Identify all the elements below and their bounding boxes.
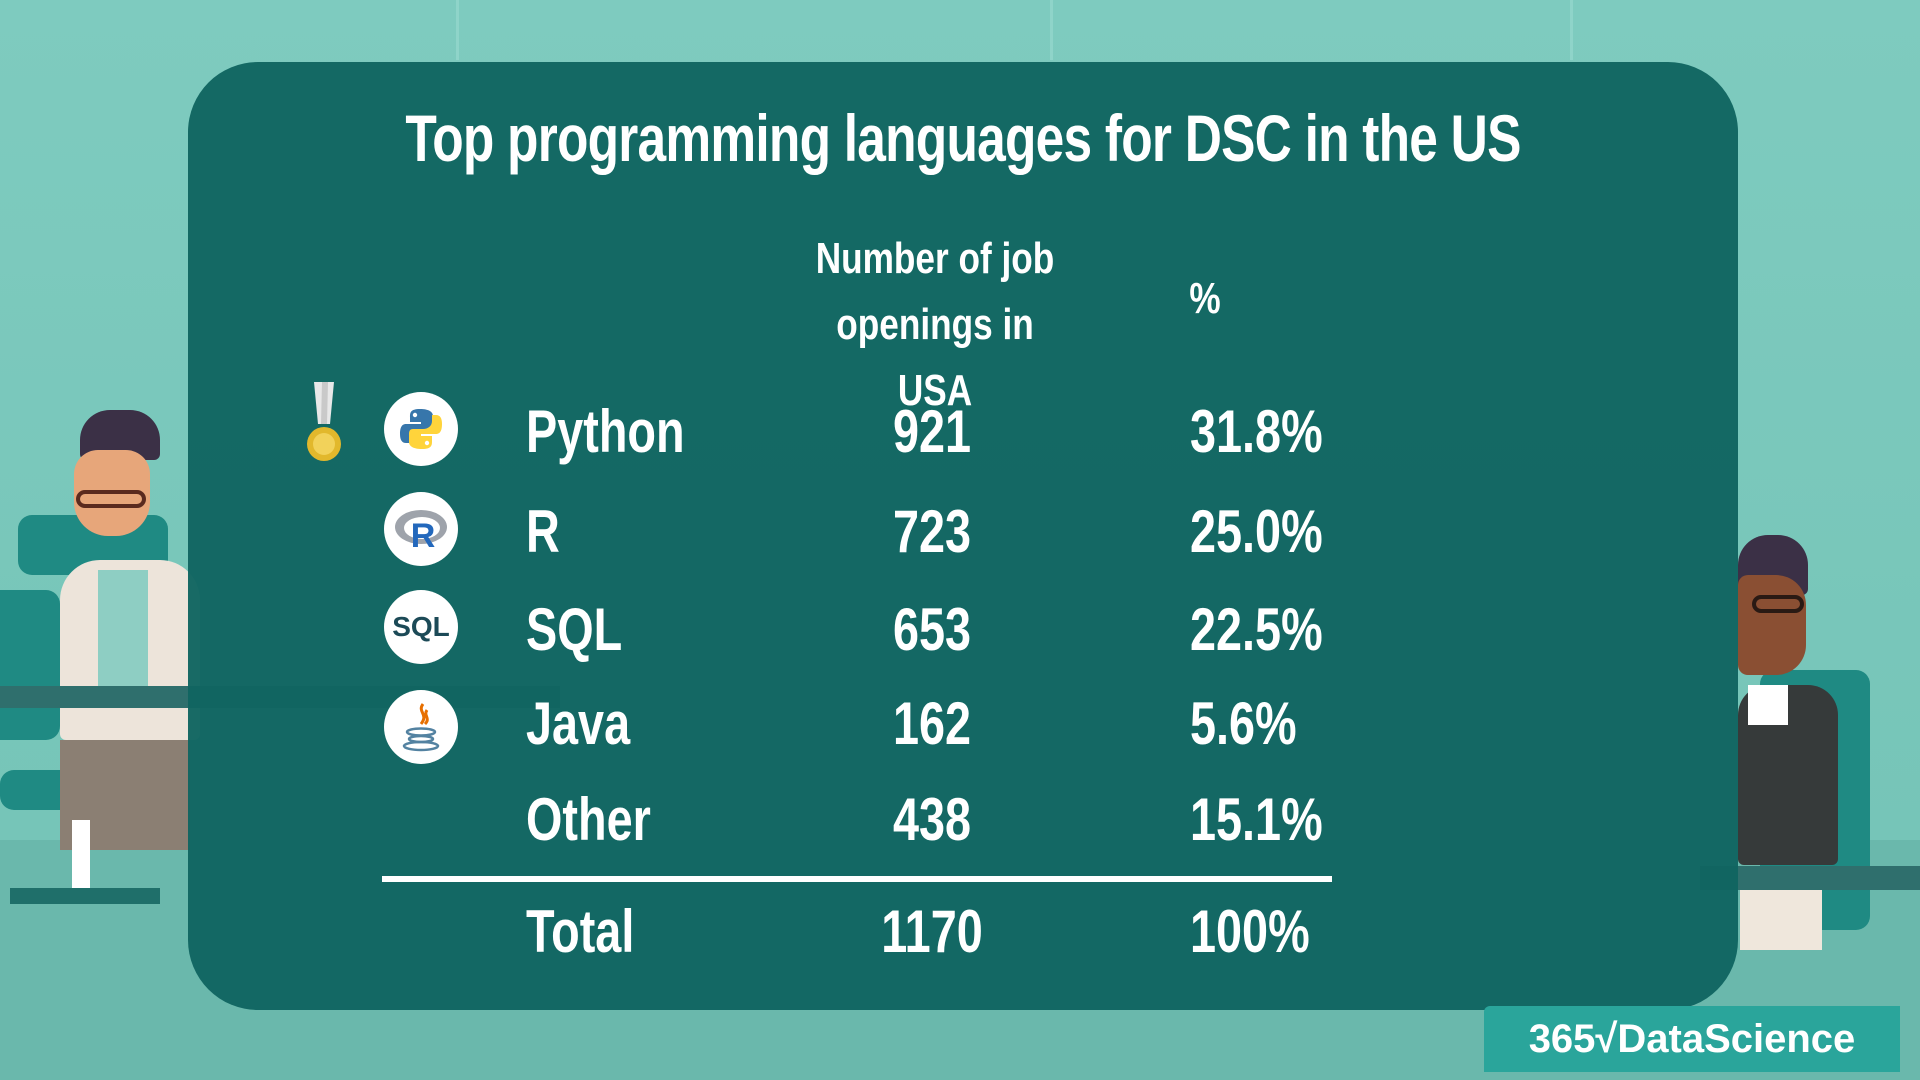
- row-pct-java: 5.6%: [1190, 690, 1297, 757]
- chair-back: [0, 590, 60, 740]
- row-language-python: Python: [526, 398, 685, 465]
- chair-base: [10, 888, 160, 904]
- brand-logo: 365√DataScience: [1484, 1006, 1900, 1072]
- sql-icon: SQL: [384, 590, 458, 664]
- python-icon: [384, 392, 458, 466]
- person-left-illustration: [60, 410, 210, 740]
- column-header-jobs: Number of job openings in USA: [811, 226, 1059, 424]
- java-icon: [384, 690, 458, 764]
- person-right-illustration: [1738, 535, 1858, 865]
- row-jobs-sql: 653: [892, 596, 972, 663]
- row-language-r: R: [526, 498, 560, 565]
- sql-icon-text: SQL: [392, 611, 450, 642]
- row-pct-r: 25.0%: [1190, 498, 1323, 565]
- row-language-other: Other: [526, 786, 651, 853]
- total-label: Total: [526, 898, 635, 965]
- total-pct: 100%: [1190, 898, 1310, 965]
- row-jobs-other: 438: [892, 786, 972, 853]
- row-pct-other: 15.1%: [1190, 786, 1323, 853]
- r-icon-text: R: [411, 517, 436, 553]
- wall-divider: [1570, 0, 1573, 60]
- row-jobs-r: 723: [892, 498, 972, 565]
- column-header-pct: %: [1189, 274, 1221, 323]
- row-pct-sql: 22.5%: [1190, 596, 1323, 663]
- column-header-jobs-line2: openings in USA: [836, 300, 1034, 415]
- r-icon: R: [384, 492, 458, 566]
- row-pct-python: 31.8%: [1190, 398, 1323, 465]
- medal-icon: [307, 382, 341, 461]
- row-language-sql: SQL: [526, 596, 623, 663]
- column-header-jobs-line1: Number of job: [815, 234, 1055, 283]
- person-legs: [1740, 890, 1822, 950]
- wall-divider: [456, 0, 459, 60]
- row-language-java: Java: [526, 690, 631, 757]
- chart-title: Top programming languages for DSC in the…: [405, 101, 1521, 175]
- total-divider: [382, 876, 1332, 882]
- wall-divider: [1050, 0, 1053, 60]
- chair-pole: [72, 820, 90, 890]
- row-jobs-java: 162: [892, 690, 972, 757]
- total-jobs: 1170: [881, 898, 983, 965]
- row-jobs-python: 921: [892, 398, 972, 465]
